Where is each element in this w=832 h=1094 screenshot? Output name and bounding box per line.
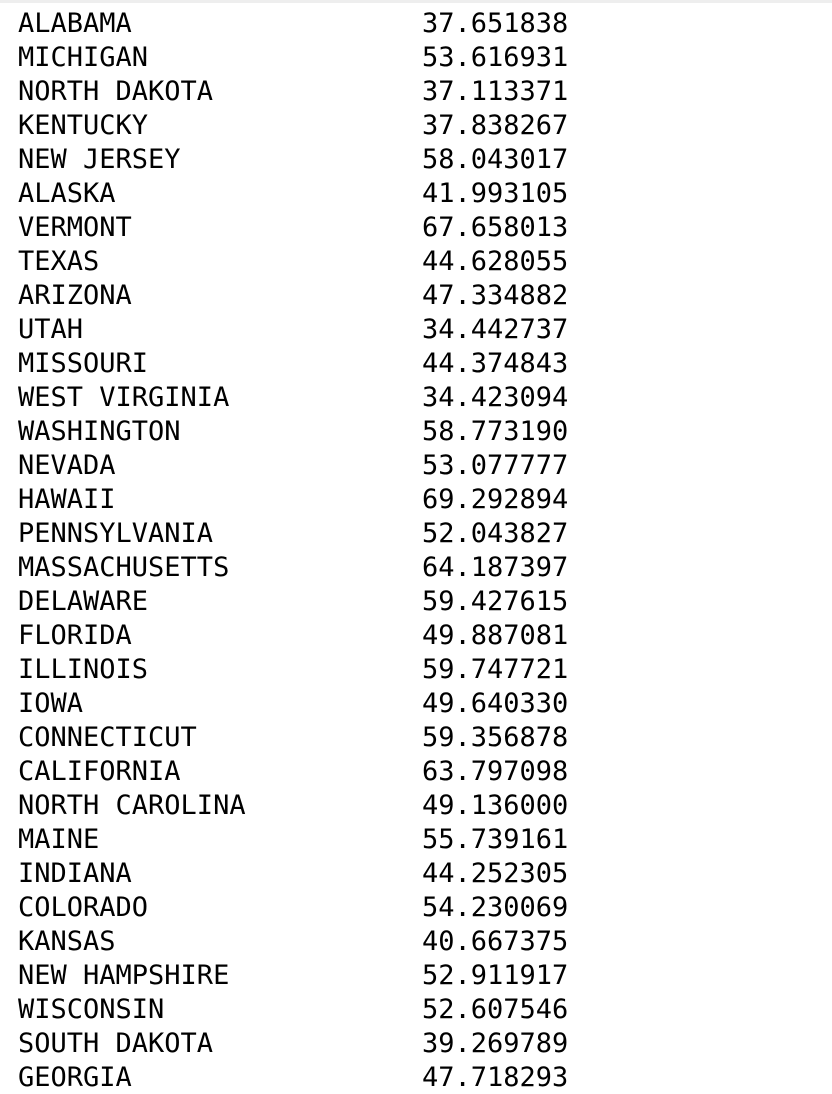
state-name: KANSAS [18,925,116,957]
table-row: ALABAMA 37.651838 [18,6,818,40]
state-name: FLORIDA [18,619,132,651]
state-value-table: ALABAMA 37.651838 MICHIGAN 53.616931 NOR… [18,6,818,1094]
table-row: NEW JERSEY 58.043017 [18,142,818,176]
table-row: WASHINGTON 58.773190 [18,414,818,448]
table-row: SOUTH DAKOTA 39.269789 [18,1026,818,1060]
table-row: KENTUCKY 37.838267 [18,108,818,142]
state-name: KENTUCKY [18,109,149,141]
table-row: DELAWARE 59.427615 [18,584,818,618]
table-row: FLORIDA 49.887081 [18,618,818,652]
state-value: 49.136000 [422,789,569,821]
state-name: ALASKA [18,177,116,209]
state-value: 37.838267 [422,109,569,141]
state-name: GEORGIA [18,1061,132,1093]
state-name: CONNECTICUT [18,721,197,753]
state-value: 53.077777 [422,449,569,481]
state-name: NEVADA [18,449,116,481]
state-value: 55.739161 [422,823,569,855]
state-name: MAINE [18,823,100,855]
table-row: NORTH DAKOTA 37.113371 [18,74,818,108]
state-value: 59.356878 [422,721,569,753]
state-value: 39.269789 [422,1027,569,1059]
state-value: 54.230069 [422,891,569,923]
state-value: 44.374843 [422,347,569,379]
state-value: 58.043017 [422,143,569,175]
state-value: 58.773190 [422,415,569,447]
table-row: CALIFORNIA 63.797098 [18,754,818,788]
state-name: NEW HAMPSHIRE [18,959,230,991]
state-value: 63.797098 [422,755,569,787]
table-row: ILLINOIS 59.747721 [18,652,818,686]
state-name: MICHIGAN [18,41,149,73]
top-divider [0,0,832,3]
state-value: 44.252305 [422,857,569,889]
state-value: 64.187397 [422,551,569,583]
table-row: MASSACHUSETTS 64.187397 [18,550,818,584]
state-value: 53.616931 [422,41,569,73]
state-name: DELAWARE [18,585,149,617]
state-name: INDIANA [18,857,132,889]
state-name: ALABAMA [18,7,132,39]
state-value: 52.043827 [422,517,569,549]
state-name: VERMONT [18,211,132,243]
table-row: NORTH CAROLINA 49.136000 [18,788,818,822]
table-row: ALASKA 41.993105 [18,176,818,210]
state-value: 59.427615 [422,585,569,617]
table-row: MAINE 55.739161 [18,822,818,856]
state-value: 44.628055 [422,245,569,277]
table-row: NEVADA 53.077777 [18,448,818,482]
state-value: 37.651838 [422,7,569,39]
table-row: INDIANA 44.252305 [18,856,818,890]
table-row: UTAH 34.442737 [18,312,818,346]
state-name: WASHINGTON [18,415,181,447]
state-value: 37.113371 [422,75,569,107]
state-name: WISCONSIN [18,993,165,1025]
state-name: COLORADO [18,891,149,923]
state-value: 41.993105 [422,177,569,209]
state-name: MASSACHUSETTS [18,551,230,583]
table-row: NEW HAMPSHIRE 52.911917 [18,958,818,992]
table-row: WEST VIRGINIA 34.423094 [18,380,818,414]
table-row: GEORGIA 47.718293 [18,1060,818,1094]
state-name: ILLINOIS [18,653,149,685]
state-value: 69.292894 [422,483,569,515]
state-name: UTAH [18,313,84,345]
state-name: NORTH CAROLINA [18,789,246,821]
table-row: COLORADO 54.230069 [18,890,818,924]
state-value: 47.718293 [422,1061,569,1093]
table-row: VERMONT 67.658013 [18,210,818,244]
state-name: PENNSYLVANIA [18,517,214,549]
table-row: MICHIGAN 53.616931 [18,40,818,74]
state-value: 49.887081 [422,619,569,651]
table-row: TEXAS 44.628055 [18,244,818,278]
table-row: IOWA 49.640330 [18,686,818,720]
table-row: MISSOURI 44.374843 [18,346,818,380]
table-row: CONNECTICUT 59.356878 [18,720,818,754]
state-value: 52.607546 [422,993,569,1025]
state-value: 59.747721 [422,653,569,685]
table-row: PENNSYLVANIA 52.043827 [18,516,818,550]
state-value: 34.423094 [422,381,569,413]
state-value: 49.640330 [422,687,569,719]
table-row: KANSAS 40.667375 [18,924,818,958]
state-name: NEW JERSEY [18,143,181,175]
state-name: ARIZONA [18,279,132,311]
state-name: NORTH DAKOTA [18,75,214,107]
state-name: CALIFORNIA [18,755,181,787]
state-value: 34.442737 [422,313,569,345]
state-name: SOUTH DAKOTA [18,1027,214,1059]
table-row: HAWAII 69.292894 [18,482,818,516]
state-name: WEST VIRGINIA [18,381,230,413]
state-value: 40.667375 [422,925,569,957]
state-value: 52.911917 [422,959,569,991]
state-name: TEXAS [18,245,100,277]
state-value: 67.658013 [422,211,569,243]
table-row: WISCONSIN 52.607546 [18,992,818,1026]
state-name: MISSOURI [18,347,149,379]
state-name: HAWAII [18,483,116,515]
table-row: ARIZONA 47.334882 [18,278,818,312]
state-name: IOWA [18,687,84,719]
state-value: 47.334882 [422,279,569,311]
